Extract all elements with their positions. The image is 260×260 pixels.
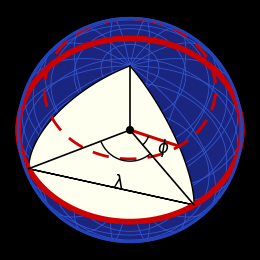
Polygon shape bbox=[29, 66, 194, 222]
Circle shape bbox=[18, 18, 242, 242]
Text: $\lambda$: $\lambda$ bbox=[113, 174, 124, 192]
Circle shape bbox=[127, 127, 133, 133]
Text: $\phi$: $\phi$ bbox=[157, 137, 170, 159]
